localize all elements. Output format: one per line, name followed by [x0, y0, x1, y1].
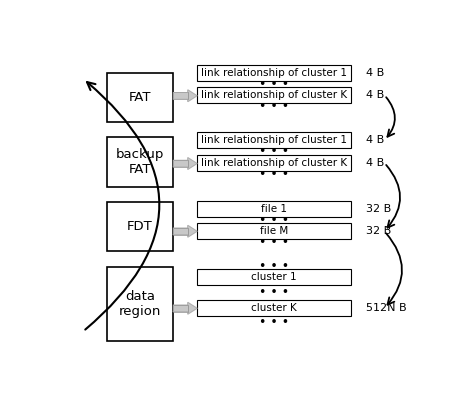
Bar [107, 267, 173, 341]
Text: 4 B: 4 B [366, 90, 384, 100]
Text: 4 B: 4 B [366, 158, 384, 168]
Text: • • •: • • • [259, 214, 289, 227]
Bar [197, 300, 351, 316]
Bar [173, 160, 188, 167]
Bar [173, 305, 188, 312]
Text: link relationship of cluster K: link relationship of cluster K [201, 158, 347, 168]
Bar [197, 270, 351, 286]
Bar [107, 73, 173, 122]
Text: link relationship of cluster 1: link relationship of cluster 1 [201, 135, 347, 146]
Text: 32 B: 32 B [366, 226, 391, 236]
Text: cluster 1: cluster 1 [251, 272, 297, 282]
Text: link relationship of cluster 1: link relationship of cluster 1 [201, 68, 347, 78]
Text: file M: file M [260, 226, 288, 236]
Text: cluster K: cluster K [251, 303, 297, 313]
Polygon shape [188, 158, 197, 169]
Text: link relationship of cluster K: link relationship of cluster K [201, 90, 347, 100]
Bar [107, 137, 173, 186]
Polygon shape [188, 302, 197, 314]
Text: • • •: • • • [259, 168, 289, 181]
Bar [197, 65, 351, 81]
Text: data
region: data region [119, 290, 161, 318]
Text: FDT: FDT [127, 220, 153, 233]
Text: • • •: • • • [259, 286, 289, 299]
Text: 32 B: 32 B [366, 204, 391, 214]
Polygon shape [188, 226, 197, 237]
Text: backup
FAT: backup FAT [116, 148, 164, 176]
Bar [197, 87, 351, 103]
Text: • • •: • • • [259, 145, 289, 158]
Text: • • •: • • • [259, 236, 289, 249]
Bar [173, 228, 188, 235]
Text: • • •: • • • [259, 260, 289, 272]
Bar [107, 202, 173, 251]
Bar [197, 132, 351, 148]
Bar [173, 160, 188, 167]
Polygon shape [188, 90, 197, 102]
Bar [197, 223, 351, 239]
Text: 4 B: 4 B [366, 135, 384, 146]
Bar [173, 228, 188, 235]
Text: FAT: FAT [129, 91, 151, 104]
Bar [197, 201, 351, 217]
Text: • • •: • • • [259, 316, 289, 329]
Bar [173, 92, 188, 99]
Bar [173, 92, 188, 99]
Text: • • •: • • • [259, 100, 289, 113]
Text: 512N B: 512N B [366, 303, 407, 313]
Bar [173, 305, 188, 312]
Bar [197, 155, 351, 171]
Text: 4 B: 4 B [366, 68, 384, 78]
Text: • • •: • • • [259, 78, 289, 90]
Text: file 1: file 1 [261, 204, 287, 214]
